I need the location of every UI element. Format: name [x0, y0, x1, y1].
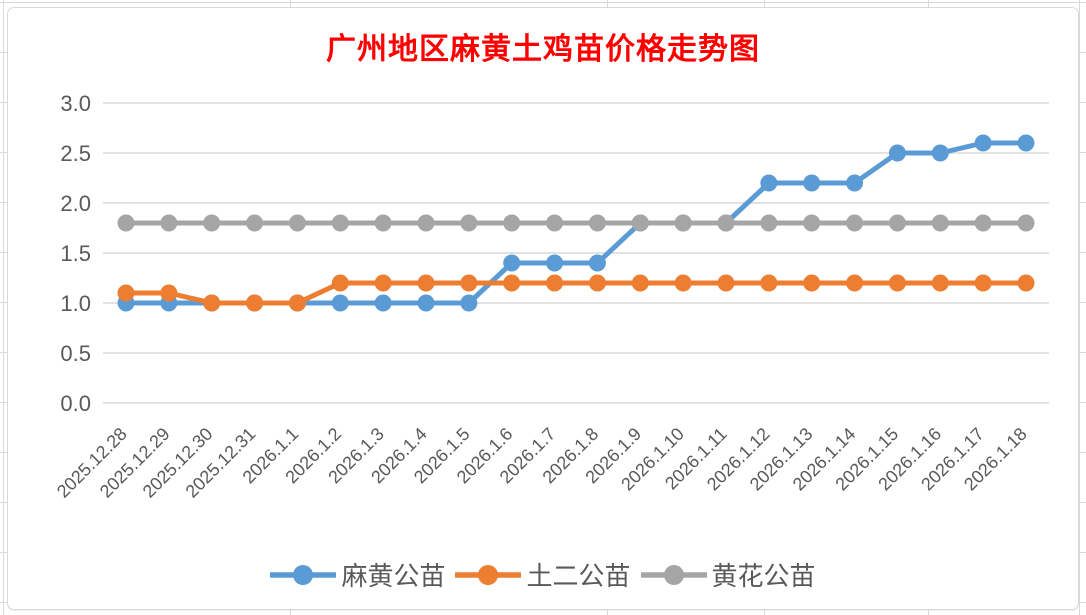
data-point-marker[interactable] — [803, 214, 821, 232]
data-point-marker[interactable] — [246, 214, 264, 232]
data-point-marker[interactable] — [331, 274, 349, 292]
data-point-marker[interactable] — [546, 254, 564, 272]
data-point-marker[interactable] — [503, 254, 521, 272]
data-point-marker[interactable] — [931, 214, 949, 232]
data-point-marker[interactable] — [846, 274, 864, 292]
data-point-marker[interactable] — [631, 274, 649, 292]
data-point-marker[interactable] — [460, 294, 478, 312]
data-point-marker[interactable] — [203, 294, 221, 312]
data-point-marker[interactable] — [331, 294, 349, 312]
data-point-marker[interactable] — [503, 274, 521, 292]
data-point-marker[interactable] — [374, 294, 392, 312]
legend-marker-icon — [640, 564, 707, 585]
data-point-marker[interactable] — [203, 214, 221, 232]
data-point-marker[interactable] — [117, 284, 135, 302]
legend-marker-icon — [270, 564, 337, 585]
plot-area: 0.00.51.01.52.02.53.02025.12.282025.12.2… — [53, 91, 1049, 502]
data-point-marker[interactable] — [460, 214, 478, 232]
data-point-marker[interactable] — [888, 274, 906, 292]
data-point-marker[interactable] — [631, 214, 649, 232]
data-point-marker[interactable] — [760, 214, 778, 232]
data-point-marker[interactable] — [717, 214, 735, 232]
y-axis-tick-label: 1.5 — [60, 241, 91, 266]
data-point-marker[interactable] — [1017, 274, 1035, 292]
data-point-marker[interactable] — [1017, 134, 1035, 152]
series-line[interactable] — [123, 280, 1029, 306]
data-point-marker[interactable] — [246, 294, 264, 312]
legend: 麻黄公苗 土二公苗 黄花公苗 — [8, 556, 1078, 593]
data-point-marker[interactable] — [674, 214, 692, 232]
data-point-marker[interactable] — [417, 274, 435, 292]
legend-item[interactable]: 土二公苗 — [455, 556, 631, 593]
chart-title[interactable]: 广州地区麻黄土鸡苗价格走势图 — [326, 33, 760, 66]
data-point-marker[interactable] — [588, 254, 606, 272]
legend-circle-icon — [293, 564, 314, 585]
data-point-marker[interactable] — [803, 174, 821, 192]
data-point-marker[interactable] — [588, 214, 606, 232]
legend-label: 黄花公苗 — [711, 561, 816, 591]
data-point-marker[interactable] — [674, 274, 692, 292]
data-point-marker[interactable] — [803, 274, 821, 292]
y-axis-tick-label: 2.5 — [60, 141, 91, 166]
data-point-marker[interactable] — [846, 174, 864, 192]
data-point-marker[interactable] — [503, 214, 521, 232]
legend-marker-icon — [455, 564, 522, 585]
data-point-marker[interactable] — [331, 214, 349, 232]
data-point-marker[interactable] — [374, 214, 392, 232]
data-point-marker[interactable] — [460, 274, 478, 292]
data-point-marker[interactable] — [760, 174, 778, 192]
data-point-marker[interactable] — [160, 214, 178, 232]
data-point-marker[interactable] — [931, 274, 949, 292]
y-axis-tick-label: 3.0 — [60, 91, 91, 116]
data-point-marker[interactable] — [888, 214, 906, 232]
data-point-marker[interactable] — [974, 274, 992, 292]
data-point-marker[interactable] — [974, 134, 992, 152]
data-point-marker[interactable] — [374, 274, 392, 292]
y-axis-tick-label: 0.0 — [60, 391, 91, 416]
data-point-marker[interactable] — [1017, 214, 1035, 232]
legend-circle-icon — [663, 564, 684, 585]
data-point-marker[interactable] — [717, 274, 735, 292]
data-point-marker[interactable] — [546, 214, 564, 232]
y-axis-tick-label: 0.5 — [60, 341, 91, 366]
legend-label: 土二公苗 — [526, 561, 631, 591]
chart-object[interactable]: 广州地区麻黄土鸡苗价格走势图 0.0 0.5 1.0 1.5 2.0 2.5 3.0 2025… — [7, 7, 1079, 610]
legend-circle-icon — [478, 564, 499, 585]
data-point-marker[interactable] — [846, 214, 864, 232]
legend-label: 麻黄公苗 — [341, 561, 446, 591]
data-point-marker[interactable] — [117, 214, 135, 232]
data-point-marker[interactable] — [417, 214, 435, 232]
data-point-marker[interactable] — [288, 214, 306, 232]
data-point-marker[interactable] — [588, 274, 606, 292]
sheet-gridline-horizontal — [0, 2, 1086, 3]
data-point-marker[interactable] — [417, 294, 435, 312]
sheet-gridline-vertical — [1079, 0, 1080, 615]
data-point-marker[interactable] — [546, 274, 564, 292]
data-point-marker[interactable] — [974, 214, 992, 232]
legend-item[interactable]: 黄花公苗 — [640, 556, 816, 593]
data-point-marker[interactable] — [888, 144, 906, 162]
data-point-marker[interactable] — [760, 274, 778, 292]
data-point-marker[interactable] — [160, 284, 178, 302]
data-point-marker[interactable] — [931, 144, 949, 162]
y-axis-tick-label: 1.0 — [60, 291, 91, 316]
legend-item[interactable]: 麻黄公苗 — [270, 556, 445, 593]
data-point-marker[interactable] — [288, 294, 306, 312]
sheet-gridline-vertical — [3, 0, 4, 615]
y-axis-tick-label: 2.0 — [60, 191, 91, 216]
